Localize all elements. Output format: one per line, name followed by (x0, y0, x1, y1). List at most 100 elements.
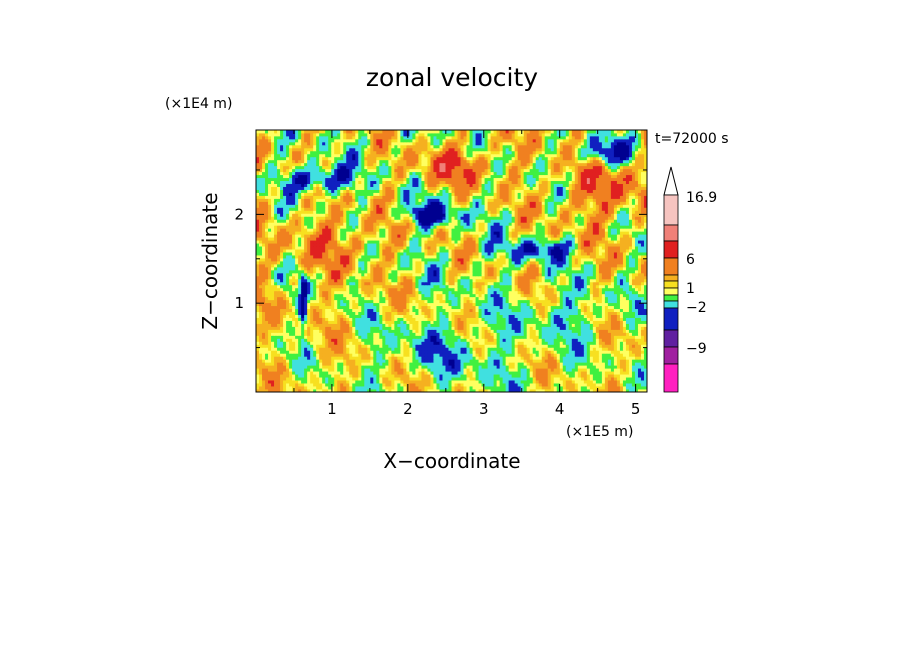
field-cell (571, 287, 576, 292)
field-cell (511, 383, 516, 387)
field-cell (613, 368, 618, 372)
field-cell (424, 371, 428, 375)
field-cell (466, 371, 470, 375)
field-cell (478, 368, 482, 372)
field-cell (520, 341, 525, 345)
field-cell (385, 326, 389, 330)
field-cell (574, 350, 579, 354)
field-cell (589, 287, 594, 292)
field-cell (469, 299, 473, 304)
field-cell (283, 317, 287, 321)
field-cell (616, 293, 621, 298)
field-cell (478, 344, 482, 348)
field-cell (613, 377, 618, 381)
field-cell (445, 284, 449, 289)
field-cell (346, 371, 350, 375)
field-cell (616, 356, 621, 360)
field-cell (565, 359, 570, 363)
field-cell (451, 296, 455, 301)
field-cell (466, 281, 470, 286)
field-cell (628, 311, 633, 315)
field-cell (358, 383, 362, 387)
field-cell (328, 341, 332, 345)
field-cell (508, 338, 513, 342)
field-cell (616, 338, 621, 342)
field-cell (313, 299, 317, 304)
field-cell (304, 374, 308, 378)
field-cell (613, 347, 618, 351)
field-cell (376, 293, 380, 298)
field-cell (292, 374, 296, 378)
field-cell (580, 293, 585, 298)
field-cell (559, 338, 564, 342)
field-cell (604, 377, 609, 381)
field-cell (460, 320, 464, 324)
field-cell (424, 332, 428, 336)
field-cell (349, 302, 353, 307)
field-cell (436, 308, 440, 313)
field-cell (376, 344, 380, 348)
field-cell (364, 380, 368, 384)
field-cell (319, 353, 323, 357)
field-cell (613, 341, 618, 345)
field-cell (529, 338, 534, 342)
field-cell (277, 332, 281, 336)
field-cell (589, 383, 594, 387)
field-cell (562, 320, 567, 324)
field-cell (550, 287, 555, 292)
field-cell (319, 305, 323, 310)
field-cell (403, 293, 407, 298)
field-cell (637, 362, 642, 366)
field-cell (442, 350, 446, 354)
field-cell (340, 293, 344, 298)
field-cell (394, 353, 398, 357)
field-cell (466, 329, 470, 333)
field-cell (520, 317, 525, 321)
field-cell (490, 284, 495, 289)
field-cell (502, 278, 507, 283)
field-cell (595, 299, 600, 304)
field-cell (514, 380, 519, 384)
field-cell (457, 356, 461, 360)
field-cell (439, 302, 443, 307)
field-cell (493, 383, 498, 387)
field-cell (532, 338, 537, 342)
field-cell (385, 356, 389, 360)
field-cell (541, 365, 546, 369)
field-cell (568, 314, 573, 318)
field-cell (472, 305, 476, 310)
field-cell (481, 359, 485, 363)
field-cell (352, 278, 356, 283)
field-cell (376, 350, 380, 354)
field-cell (304, 308, 308, 313)
field-cell (451, 359, 455, 363)
field-cell (391, 329, 395, 333)
field-cell (307, 338, 311, 342)
field-cell (622, 305, 627, 310)
field-cell (496, 389, 501, 393)
field-cell (310, 293, 314, 298)
field-cell (562, 368, 567, 372)
field-cell (334, 311, 338, 315)
field-cell (460, 383, 464, 387)
field-cell (505, 308, 510, 313)
field-cell (436, 371, 440, 375)
field-cell (595, 335, 600, 339)
field-cell (358, 350, 362, 354)
field-cell (637, 308, 642, 313)
field-cell (565, 284, 570, 289)
field-cell (457, 350, 461, 354)
field-cell (289, 386, 293, 390)
field-cell (583, 317, 588, 321)
field-cell (565, 344, 570, 348)
field-cell (418, 356, 422, 360)
field-cell (523, 377, 528, 381)
field-cell (619, 278, 624, 283)
field-cell (403, 374, 407, 378)
field-cell (574, 359, 579, 363)
field-cell (541, 302, 546, 307)
field-cell (499, 311, 504, 315)
field-cell (379, 380, 383, 384)
field-cell (391, 335, 395, 339)
field-cell (610, 290, 615, 295)
